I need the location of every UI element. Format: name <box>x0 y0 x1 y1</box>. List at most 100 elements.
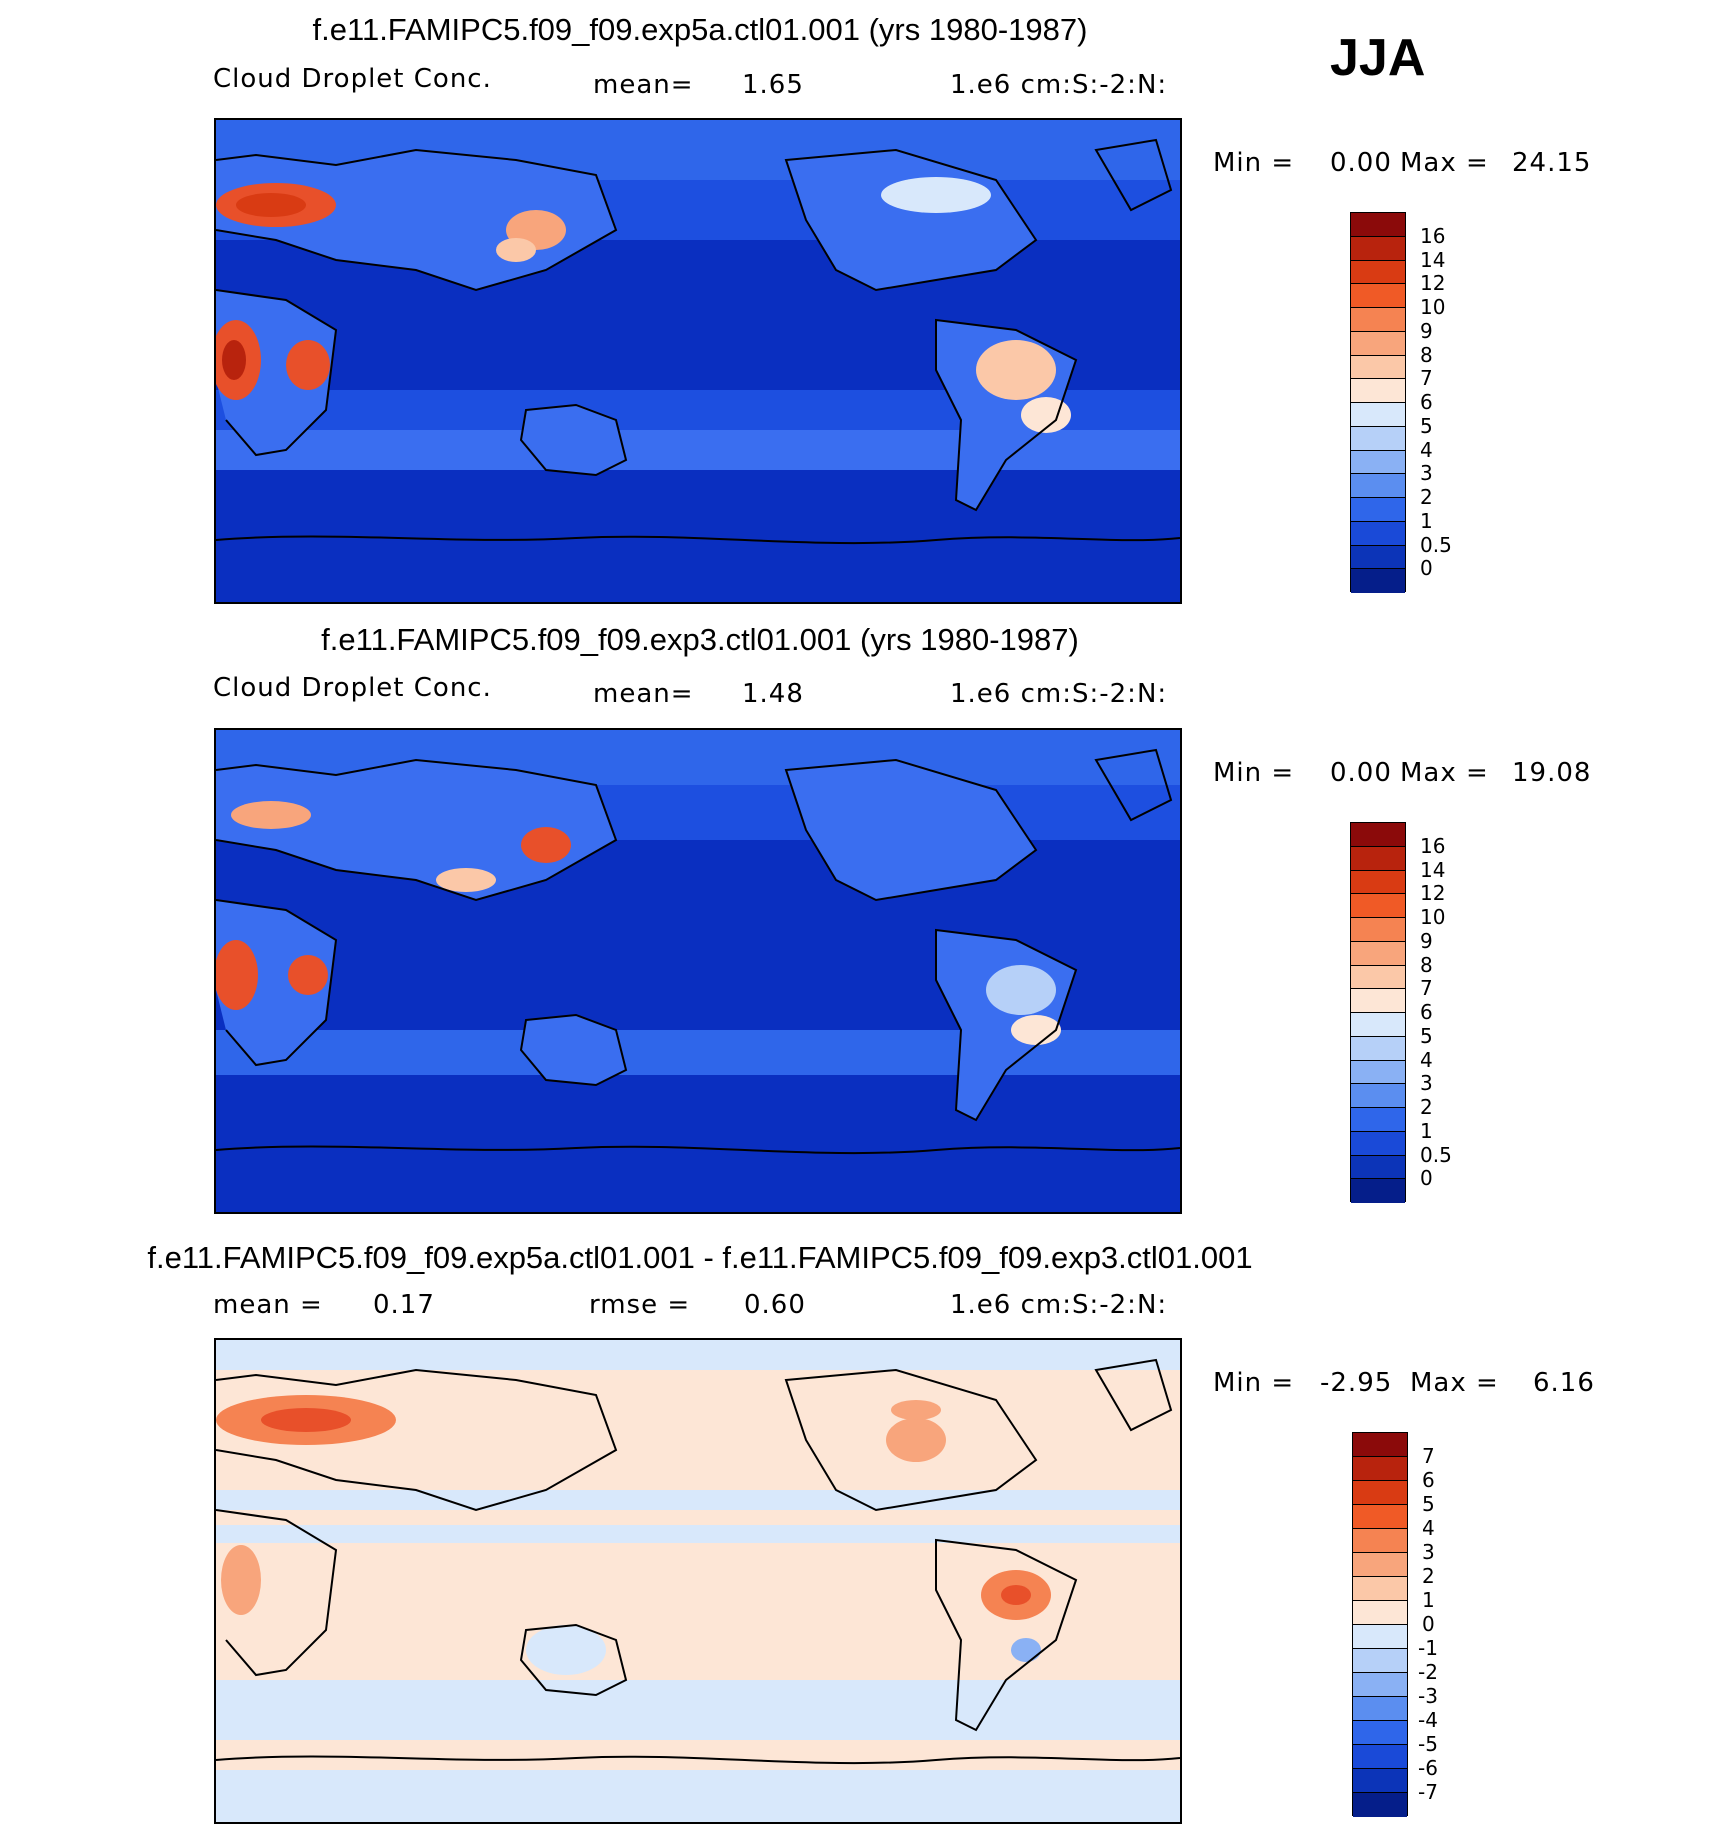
panel3-min-label: Min = <box>1213 1368 1295 1398</box>
colorbar-segment <box>1353 1505 1407 1529</box>
colorbar-tick-label: 12 <box>1420 881 1446 906</box>
panel2-mean-label: mean= <box>593 679 694 709</box>
colorbar-tick-label: 5 <box>1420 1023 1433 1048</box>
colorbar-tick-label: 2 <box>1420 1095 1433 1119</box>
colorbar-tick-label: 2 <box>1422 1564 1435 1588</box>
panel1-min-label: Min = <box>1213 148 1295 178</box>
colorbar-tick-label: 9 <box>1420 928 1433 953</box>
colorbar-tick-label: 5 <box>1422 1492 1435 1516</box>
colorbar-tick-label: -1 <box>1418 1636 1438 1660</box>
colorbar-tick-label: 7 <box>1420 366 1433 391</box>
colorbar-tick-label: 7 <box>1420 976 1433 1001</box>
colorbar-segment <box>1353 1697 1407 1721</box>
colorbar-tick-label: -2 <box>1418 1660 1438 1684</box>
panel2-min-label: Min = <box>1213 758 1295 788</box>
panel1-units: 1.e6 cm:S:-2:N: <box>950 70 1168 100</box>
panel1-mean-value: 1.65 <box>742 70 804 100</box>
colorbar-tick-label: 7 <box>1422 1444 1435 1468</box>
panel3-rmse-value: 0.60 <box>744 1290 806 1320</box>
colorbar-segment <box>1351 1155 1405 1180</box>
panel2-min-value: 0.00 <box>1330 758 1392 788</box>
panel3-min-value: -2.95 <box>1320 1368 1393 1398</box>
colorbar-segment <box>1351 521 1405 546</box>
colorbar-tick-label: 16 <box>1420 833 1446 858</box>
panel2-max-label: Max = <box>1400 758 1489 788</box>
colorbar-segment <box>1353 1721 1407 1745</box>
panel1-colorbar <box>1350 212 1406 593</box>
colorbar-tick-label: 9 <box>1420 318 1433 343</box>
colorbar-tick-label: 6 <box>1420 1000 1433 1024</box>
panel1-mean-label: mean= <box>593 70 694 100</box>
colorbar-tick-label: 4 <box>1420 1047 1433 1072</box>
panel3-mean-label: mean = <box>213 1290 323 1320</box>
colorbar-segment <box>1353 1649 1407 1673</box>
colorbar-segment <box>1353 1457 1407 1481</box>
colorbar-segment <box>1351 569 1405 593</box>
panel2-map <box>214 728 1182 1214</box>
panel2-title: f.e11.FAMIPC5.f09_f09.exp3.ctl01.001 (yr… <box>321 622 1079 657</box>
colorbar-segment <box>1351 545 1405 570</box>
colorbar-segment <box>1351 846 1405 871</box>
colorbar-tick-label: 1 <box>1420 508 1433 533</box>
panel2-variable: Cloud Droplet Conc. <box>213 673 492 703</box>
colorbar-segment <box>1351 918 1405 942</box>
colorbar-segment <box>1351 355 1405 380</box>
colorbar-tick-label: 16 <box>1420 223 1446 248</box>
colorbar-segment <box>1351 894 1405 918</box>
colorbar-tick-label: 8 <box>1420 952 1433 977</box>
panel3-mean-value: 0.17 <box>373 1290 435 1320</box>
panel1-min-value: 0.00 <box>1330 148 1392 178</box>
colorbar-segment <box>1351 474 1405 498</box>
colorbar-segment <box>1353 1481 1407 1505</box>
panel3-max-label: Max = <box>1410 1368 1499 1398</box>
colorbar-segment <box>1351 1060 1405 1085</box>
panel1-title: f.e11.FAMIPC5.f09_f09.exp5a.ctl01.001 (y… <box>312 12 1088 47</box>
colorbar-segment <box>1353 1745 1407 1769</box>
season-label: JJA <box>1330 29 1426 87</box>
colorbar-tick-label: 1 <box>1422 1588 1435 1612</box>
panel1-map <box>214 118 1182 604</box>
colorbar-tick-label: 2 <box>1420 485 1433 509</box>
colorbar-tick-label: 5 <box>1420 413 1433 438</box>
panel2-colorbar <box>1350 822 1406 1203</box>
panel1-max-value: 24.15 <box>1512 148 1592 178</box>
panel3-map <box>214 1338 1182 1824</box>
colorbar-tick-label: 14 <box>1420 857 1446 882</box>
colorbar-segment <box>1353 1433 1407 1457</box>
colorbar-tick-label: 8 <box>1420 342 1433 367</box>
colorbar-segment <box>1353 1553 1407 1577</box>
colorbar-segment <box>1353 1673 1407 1697</box>
colorbar-segment <box>1353 1769 1407 1793</box>
colorbar-tick-label: 0.5 <box>1420 1142 1452 1167</box>
colorbar-segment <box>1351 1013 1405 1037</box>
colorbar-tick-label: 12 <box>1420 271 1446 296</box>
colorbar-tick-label: -5 <box>1418 1732 1438 1756</box>
panel3-max-value: 6.16 <box>1533 1368 1595 1398</box>
colorbar-tick-label: 0.5 <box>1420 532 1452 557</box>
colorbar-tick-label: 3 <box>1422 1540 1435 1564</box>
colorbar-tick-label: -6 <box>1418 1756 1438 1780</box>
panel2-max-value: 19.08 <box>1512 758 1592 788</box>
colorbar-tick-label: 10 <box>1420 905 1446 929</box>
colorbar-tick-label: 0 <box>1422 1612 1435 1636</box>
panel3-colorbar <box>1352 1432 1408 1817</box>
colorbar-segment <box>1351 941 1405 966</box>
colorbar-segment <box>1351 236 1405 261</box>
colorbar-tick-label: 4 <box>1422 1516 1435 1540</box>
colorbar-segment <box>1351 989 1405 1013</box>
colorbar-segment <box>1351 379 1405 403</box>
colorbar-segment <box>1351 403 1405 427</box>
colorbar-segment <box>1351 331 1405 356</box>
colorbar-tick-label: 0 <box>1420 1166 1433 1191</box>
colorbar-tick-label: -3 <box>1418 1684 1438 1708</box>
colorbar-tick-label: 0 <box>1420 556 1433 581</box>
colorbar-segment <box>1351 1036 1405 1061</box>
colorbar-tick-label: -7 <box>1418 1780 1438 1804</box>
panel3-units: 1.e6 cm:S:-2:N: <box>950 1290 1168 1320</box>
panel3-title: f.e11.FAMIPC5.f09_f09.exp5a.ctl01.001 - … <box>147 1240 1253 1275</box>
panel2-map-field <box>216 730 1180 1212</box>
panel1-variable: Cloud Droplet Conc. <box>213 64 492 94</box>
colorbar-tick-label: 3 <box>1420 461 1433 486</box>
colorbar-tick-label: 6 <box>1420 390 1433 414</box>
